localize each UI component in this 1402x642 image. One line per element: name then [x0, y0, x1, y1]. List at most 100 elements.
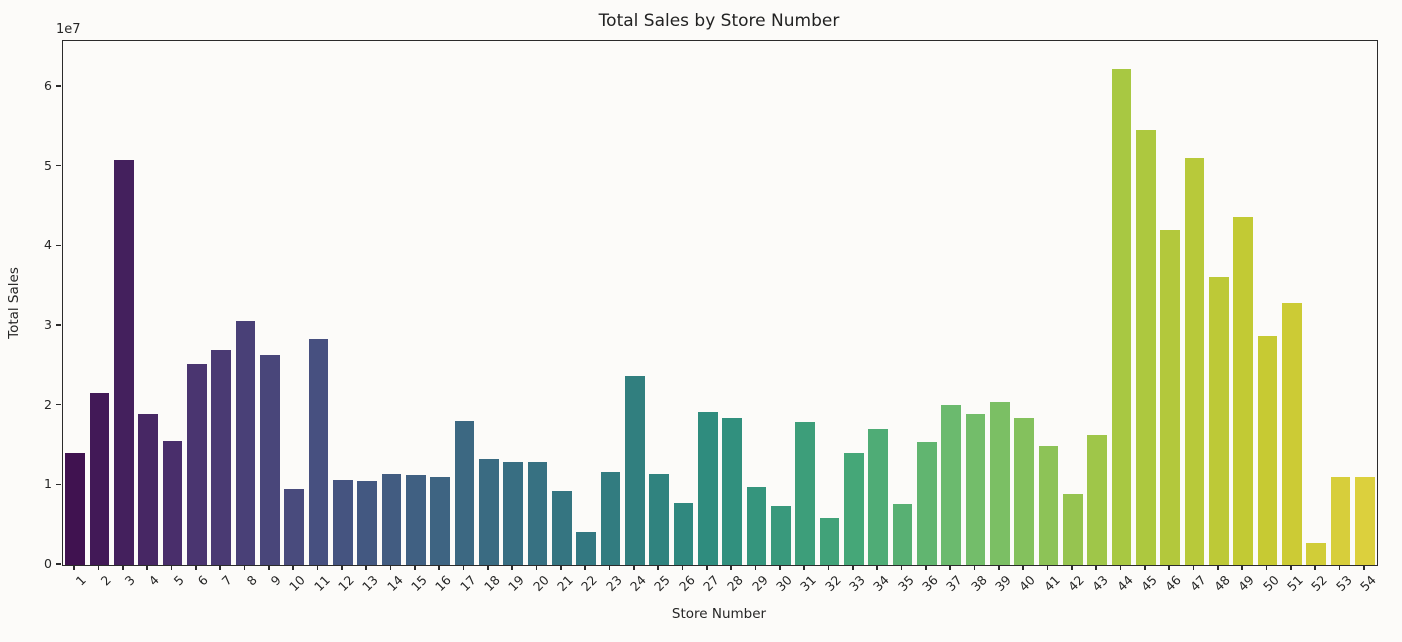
x-tick-label-7: 7 — [218, 572, 236, 589]
bar-store-34 — [868, 428, 888, 565]
bars-layer — [63, 41, 1377, 565]
x-tick-label-14: 14 — [383, 572, 406, 595]
y-tick-mark — [55, 403, 61, 406]
x-tick-mark — [146, 565, 148, 571]
x-tick-label-20: 20 — [529, 572, 552, 595]
x-tick-label-17: 17 — [456, 572, 479, 595]
x-tick-mark — [535, 565, 538, 571]
x-tick-mark — [1265, 565, 1268, 571]
x-tick-mark — [341, 565, 343, 571]
y-tick-mark — [55, 324, 61, 326]
bar-store-13 — [357, 480, 377, 565]
x-tick-label-24: 24 — [626, 572, 649, 595]
bar-store-28 — [722, 418, 742, 565]
x-tick-label-3: 3 — [121, 572, 138, 589]
x-tick-label-5: 5 — [170, 572, 187, 589]
x-tick-mark — [973, 565, 976, 571]
bar-store-16 — [430, 477, 450, 565]
x-tick-label-40: 40 — [1016, 572, 1039, 595]
x-tick-mark — [1095, 565, 1097, 571]
bar-store-48 — [1209, 277, 1229, 565]
bar-store-44 — [1111, 69, 1132, 565]
bar-store-22 — [576, 532, 596, 565]
bar-store-3 — [114, 160, 134, 565]
x-tick-label-19: 19 — [505, 572, 528, 595]
bar-store-40 — [1014, 418, 1034, 565]
x-tick-label-46: 46 — [1162, 572, 1185, 595]
x-tick-mark — [876, 565, 878, 571]
x-tick-label-27: 27 — [699, 572, 722, 595]
x-tick-mark — [657, 565, 659, 571]
x-tick-mark — [1290, 565, 1292, 571]
y-tick-mark — [55, 85, 61, 87]
x-tick-label-11: 11 — [310, 572, 333, 595]
bar-store-42 — [1063, 494, 1083, 565]
x-tick-mark — [584, 565, 586, 571]
x-tick-mark — [925, 565, 927, 571]
x-tick-mark — [268, 565, 270, 571]
x-tick-mark — [1022, 565, 1024, 571]
bar-store-43 — [1087, 435, 1107, 565]
x-tick-label-35: 35 — [894, 572, 917, 595]
x-tick-mark — [827, 565, 830, 571]
bar-store-51 — [1282, 302, 1302, 565]
x-tick-mark — [122, 565, 124, 571]
bar-store-8 — [235, 321, 256, 565]
x-tick-label-42: 42 — [1064, 572, 1087, 595]
x-tick-mark — [487, 565, 489, 571]
bar-store-31 — [795, 422, 815, 565]
bar-store-24 — [625, 376, 645, 565]
bar-store-39 — [990, 402, 1010, 565]
x-tick-label-53: 53 — [1332, 572, 1355, 595]
bar-store-52 — [1306, 543, 1326, 565]
bar-store-17 — [454, 420, 475, 565]
x-tick-mark — [414, 565, 416, 571]
x-tick-mark — [1046, 565, 1049, 571]
bar-store-37 — [941, 404, 961, 565]
x-tick-label-25: 25 — [651, 572, 674, 595]
x-tick-mark — [1217, 565, 1219, 571]
x-tick-mark — [1192, 565, 1195, 571]
x-tick-label-9: 9 — [267, 572, 284, 589]
bar-store-23 — [600, 471, 621, 565]
x-tick-label-4: 4 — [145, 572, 163, 589]
x-tick-label-22: 22 — [578, 572, 601, 595]
bar-store-7 — [211, 349, 231, 565]
x-tick-mark — [365, 565, 367, 571]
x-tick-label-12: 12 — [334, 572, 357, 595]
x-tick-mark — [1071, 565, 1073, 571]
x-tick-mark — [1119, 565, 1122, 571]
y-tick-mark — [55, 483, 61, 485]
x-tick-mark — [1168, 565, 1170, 571]
bar-store-46 — [1160, 230, 1180, 565]
x-tick-mark — [730, 565, 732, 571]
bar-store-18 — [479, 459, 499, 565]
x-tick-mark — [389, 565, 392, 571]
x-tick-mark — [852, 565, 854, 571]
bar-store-33 — [844, 452, 864, 565]
x-tick-label-31: 31 — [797, 572, 820, 595]
x-tick-mark — [97, 565, 100, 571]
x-tick-mark — [73, 565, 75, 571]
bar-store-32 — [819, 517, 840, 565]
x-tick-mark — [170, 565, 173, 571]
x-tick-label-16: 16 — [432, 572, 455, 595]
bar-store-19 — [503, 462, 523, 565]
x-tick-mark — [438, 565, 440, 571]
bar-store-36 — [917, 442, 937, 565]
bar-store-6 — [187, 364, 207, 565]
x-tick-mark — [900, 565, 903, 571]
x-tick-label-23: 23 — [602, 572, 625, 595]
x-tick-label-41: 41 — [1040, 572, 1063, 595]
bar-store-47 — [1184, 157, 1205, 565]
x-tick-label-49: 49 — [1235, 572, 1258, 595]
x-tick-label-28: 28 — [724, 572, 747, 595]
x-tick-label-10: 10 — [286, 572, 309, 595]
x-tick-mark — [706, 565, 708, 571]
y-tick-mark — [55, 164, 61, 167]
bar-store-21 — [552, 490, 572, 565]
chart-title: Total Sales by Store Number — [598, 11, 840, 31]
bar-store-29 — [746, 486, 767, 565]
x-tick-mark — [1241, 565, 1243, 571]
